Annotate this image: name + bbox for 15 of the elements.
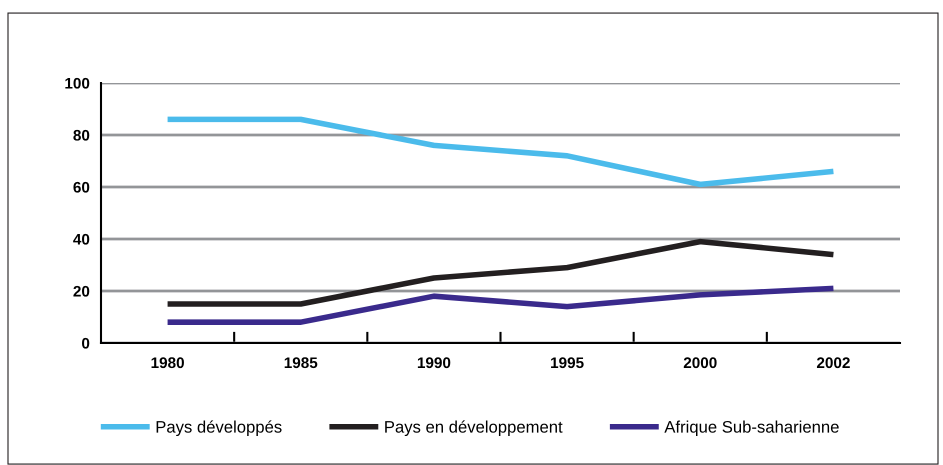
y-tick-label: 60 (73, 182, 90, 193)
y-tick-label: 40 (73, 234, 90, 245)
x-tick-label: 1990 (418, 357, 450, 368)
legend-label: Pays en développement (385, 420, 563, 436)
x-tick-label: 2000 (684, 357, 717, 368)
x-tick-label: 1980 (152, 357, 184, 368)
y-tick-label: 20 (73, 286, 90, 297)
x-tick-label: 2002 (816, 357, 850, 368)
x-tick-label: 1985 (284, 357, 318, 368)
legend-label: Afrique Sub-saharienne (664, 420, 839, 436)
y-tick-label: 80 (73, 130, 90, 141)
x-tick-label: 1995 (551, 357, 584, 368)
legend-label: Pays développés (156, 420, 282, 436)
y-tick-label: 0 (82, 338, 90, 349)
y-tick-label: 100 (65, 78, 90, 89)
